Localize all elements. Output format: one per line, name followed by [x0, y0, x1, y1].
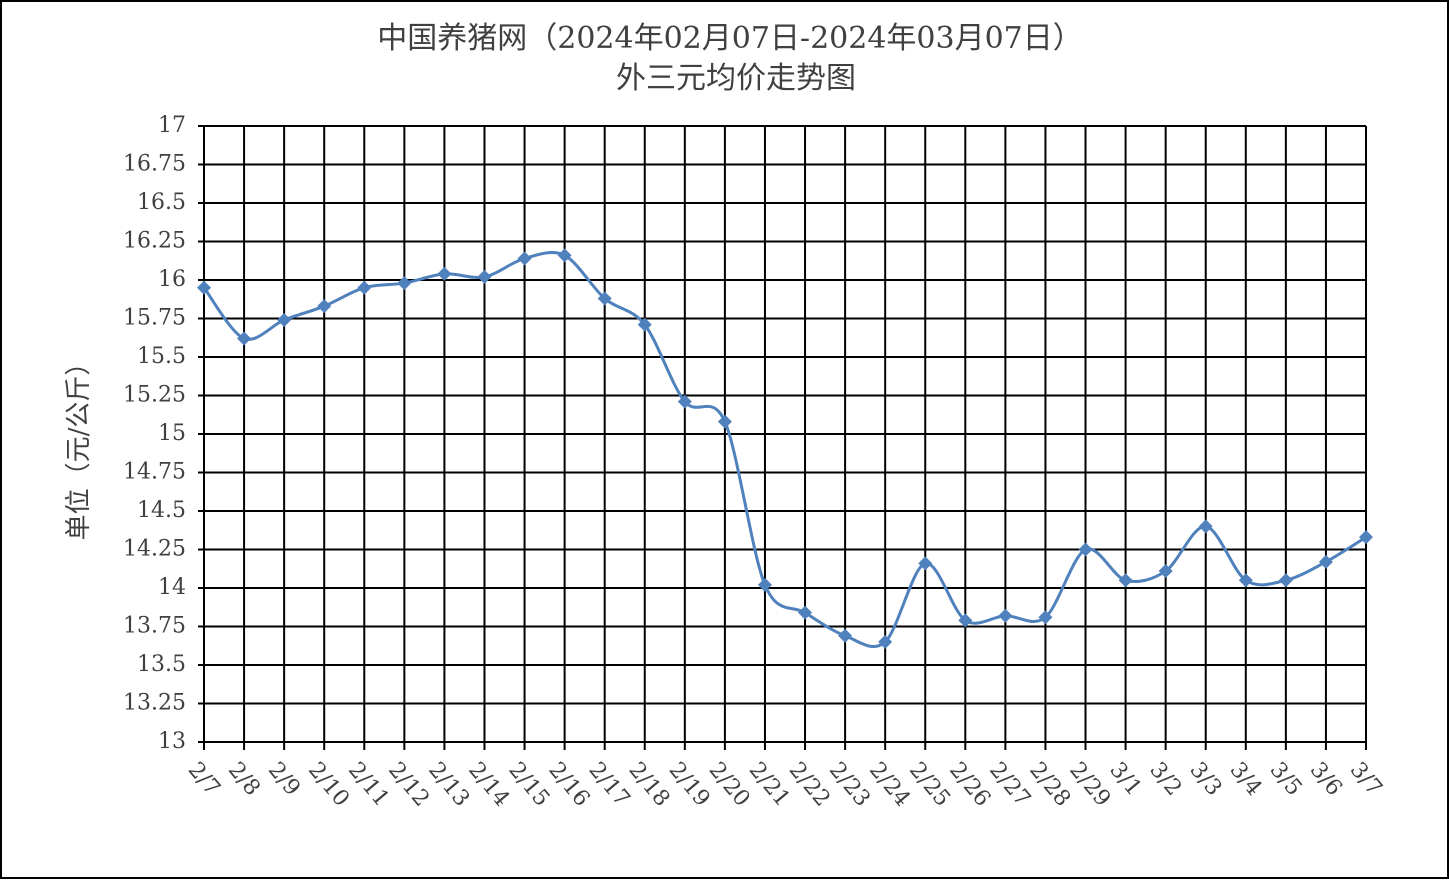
y-tick-label: 14	[158, 575, 186, 600]
y-tick-label: 13	[158, 729, 186, 754]
marker	[717, 414, 732, 429]
y-tick-label: 14.25	[123, 537, 186, 562]
marker	[677, 394, 692, 409]
marker	[1038, 610, 1053, 625]
y-axis-label: 单位（元/公斤）	[64, 350, 94, 541]
chart-subtitle: 外三元均价走势图	[616, 61, 856, 96]
marker	[437, 266, 452, 281]
marker	[477, 269, 492, 284]
y-tick-label: 13.5	[137, 652, 186, 677]
marker	[998, 608, 1013, 623]
y-tick-label: 13.25	[123, 691, 186, 716]
y-tick-label: 16	[158, 267, 186, 292]
marker	[517, 251, 532, 266]
marker	[958, 613, 973, 628]
marker	[878, 634, 893, 649]
marker	[1118, 573, 1133, 588]
marker	[637, 317, 652, 332]
marker	[1278, 573, 1293, 588]
marker	[1158, 564, 1173, 579]
marker	[757, 577, 772, 592]
marker	[1078, 542, 1093, 557]
y-tick-label: 13.75	[123, 614, 186, 639]
marker	[317, 299, 332, 314]
marker	[397, 276, 412, 291]
marker	[237, 331, 252, 346]
marker	[1359, 530, 1373, 545]
y-tick-label: 14.75	[123, 460, 186, 485]
marker	[197, 280, 211, 295]
y-tick-label: 15.75	[123, 306, 186, 331]
marker	[1198, 519, 1213, 534]
y-tick-label: 17	[158, 113, 186, 138]
marker	[798, 605, 813, 620]
marker	[557, 248, 572, 263]
marker	[597, 291, 612, 306]
marker	[838, 628, 853, 643]
y-tick-label: 16.25	[123, 229, 186, 254]
y-tick-label: 16.75	[123, 152, 186, 177]
y-tick-label: 14.5	[137, 498, 186, 523]
marker	[357, 280, 372, 295]
y-tick-label: 15.25	[123, 383, 186, 408]
marker	[1318, 554, 1333, 569]
y-tick-label: 15.5	[137, 344, 186, 369]
y-tick-label: 16.5	[137, 190, 186, 215]
marker	[1238, 573, 1253, 588]
marker	[918, 556, 933, 571]
y-tick-label: 15	[158, 421, 186, 446]
marker	[277, 313, 292, 328]
chart-title: 中国养猪网（2024年02月07日-2024年03月07日）	[377, 21, 1083, 56]
